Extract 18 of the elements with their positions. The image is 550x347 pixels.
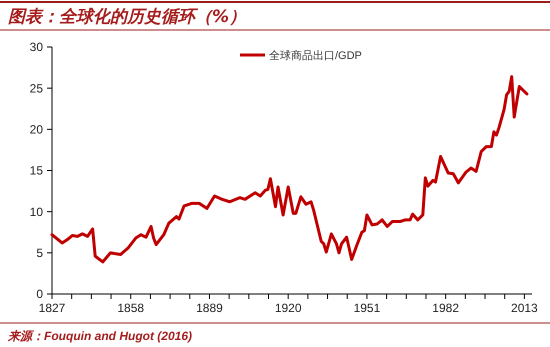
x-tick-label: 1982 [432, 301, 460, 315]
x-tick-label: 2013 [511, 301, 538, 315]
y-tick-label: 10 [30, 204, 44, 219]
chart-title: 图表：全球化的历史循环（%） [8, 7, 246, 27]
y-tick-label: 25 [30, 81, 44, 96]
line-series [50, 75, 528, 264]
x-tick-label: 1858 [117, 301, 144, 315]
x-tick-label: 1827 [38, 301, 66, 315]
legend-label: 全球商品出口/GDP [269, 48, 362, 62]
y-tick-label: 20 [30, 122, 44, 137]
y-tick-label: 15 [30, 164, 44, 178]
source-note: 来源：Fouquin and Hugot (2016) [7, 329, 192, 343]
y-tick-label: 30 [30, 40, 44, 54]
y-tick-label: 5 [36, 246, 44, 260]
x-tick-label: 1889 [196, 301, 224, 315]
x-tick-label: 1951 [354, 301, 381, 315]
x-tick-label: 1920 [274, 301, 302, 315]
y-tick-label: 0 [36, 287, 44, 302]
